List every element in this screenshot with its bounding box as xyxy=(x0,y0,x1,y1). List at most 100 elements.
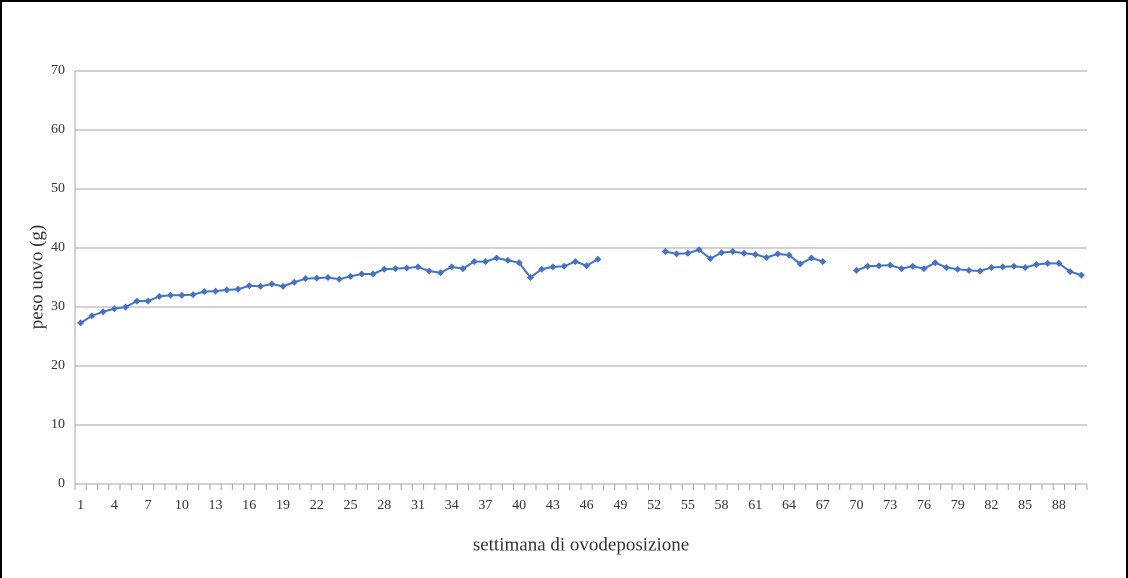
x-tick-label: 43 xyxy=(546,498,560,513)
point xyxy=(729,248,737,256)
point xyxy=(920,265,928,273)
y-tick-label: 40 xyxy=(51,240,65,255)
point xyxy=(684,249,692,257)
point xyxy=(886,261,894,269)
point xyxy=(852,266,860,274)
point xyxy=(1044,259,1052,267)
point xyxy=(470,258,478,266)
point xyxy=(504,256,512,264)
point xyxy=(493,254,501,262)
x-tick-label: 88 xyxy=(1052,498,1066,513)
x-tick-label: 22 xyxy=(310,498,324,513)
x-tick-label: 13 xyxy=(209,498,223,513)
point xyxy=(167,291,175,299)
point xyxy=(706,255,714,263)
y-tick-label: 10 xyxy=(51,417,65,432)
point xyxy=(155,292,163,300)
point xyxy=(223,286,231,294)
point xyxy=(290,278,298,286)
point xyxy=(99,308,107,316)
point xyxy=(212,287,220,295)
point xyxy=(189,291,197,299)
point xyxy=(178,291,186,299)
x-tick-label: 70 xyxy=(849,498,863,513)
point xyxy=(1010,262,1018,270)
point xyxy=(909,262,917,270)
point xyxy=(279,282,287,290)
point xyxy=(1077,271,1085,279)
point xyxy=(549,263,557,271)
y-tick-label: 30 xyxy=(51,299,65,314)
point xyxy=(459,265,467,273)
y-axis-title: peso uovo (g) xyxy=(26,225,47,329)
point xyxy=(875,262,883,270)
point xyxy=(425,267,433,275)
point xyxy=(808,254,816,262)
x-tick-label: 85 xyxy=(1018,498,1032,513)
point xyxy=(785,251,793,259)
point xyxy=(931,259,939,267)
point xyxy=(313,274,321,282)
y-tick-label: 60 xyxy=(51,122,65,137)
point xyxy=(999,263,1007,271)
point xyxy=(987,263,995,271)
point xyxy=(796,260,804,268)
point xyxy=(774,250,782,258)
point xyxy=(380,265,388,273)
point xyxy=(302,275,310,283)
point xyxy=(897,265,905,273)
point xyxy=(976,267,984,275)
point xyxy=(369,270,377,278)
point xyxy=(571,258,579,266)
point xyxy=(718,249,726,257)
point xyxy=(391,265,399,273)
point xyxy=(144,297,152,305)
x-tick-label: 58 xyxy=(715,498,729,513)
y-tick-label: 50 xyxy=(51,181,65,196)
point xyxy=(245,282,253,290)
point xyxy=(594,255,602,263)
point xyxy=(1032,261,1040,269)
point xyxy=(538,265,546,273)
point xyxy=(448,263,456,271)
point xyxy=(661,248,669,256)
point xyxy=(1055,259,1063,267)
x-tick-label: 82 xyxy=(984,498,998,513)
point xyxy=(819,258,827,266)
point xyxy=(673,250,681,258)
x-tick-label: 49 xyxy=(613,498,627,513)
point xyxy=(133,297,141,305)
point xyxy=(965,266,973,274)
x-tick-label: 76 xyxy=(917,498,931,513)
point xyxy=(414,263,422,271)
y-tick-label: 0 xyxy=(58,476,65,491)
y-tick-label: 70 xyxy=(51,63,65,78)
point xyxy=(515,259,523,267)
point xyxy=(257,282,265,290)
point xyxy=(403,264,411,272)
point xyxy=(1066,268,1074,276)
point xyxy=(324,274,332,281)
point xyxy=(526,274,534,281)
x-tick-label: 31 xyxy=(411,498,425,513)
point xyxy=(122,303,130,311)
point xyxy=(864,262,872,270)
x-tick-label: 19 xyxy=(276,498,290,513)
point xyxy=(110,305,118,313)
point xyxy=(200,288,208,296)
x-tick-label: 34 xyxy=(445,498,459,513)
y-tick-label: 20 xyxy=(51,358,65,373)
x-tick-label: 1 xyxy=(77,498,84,513)
point xyxy=(583,262,591,270)
point xyxy=(436,269,444,277)
point xyxy=(88,312,96,320)
x-tick-label: 52 xyxy=(647,498,661,513)
point xyxy=(942,263,950,271)
x-tick-label: 79 xyxy=(951,498,965,513)
point xyxy=(751,250,759,258)
x-tick-label: 73 xyxy=(883,498,897,513)
x-tick-label: 16 xyxy=(242,498,256,513)
x-axis-title: settimana di ovodeposizione xyxy=(473,534,689,555)
x-tick-label: 67 xyxy=(816,498,830,513)
